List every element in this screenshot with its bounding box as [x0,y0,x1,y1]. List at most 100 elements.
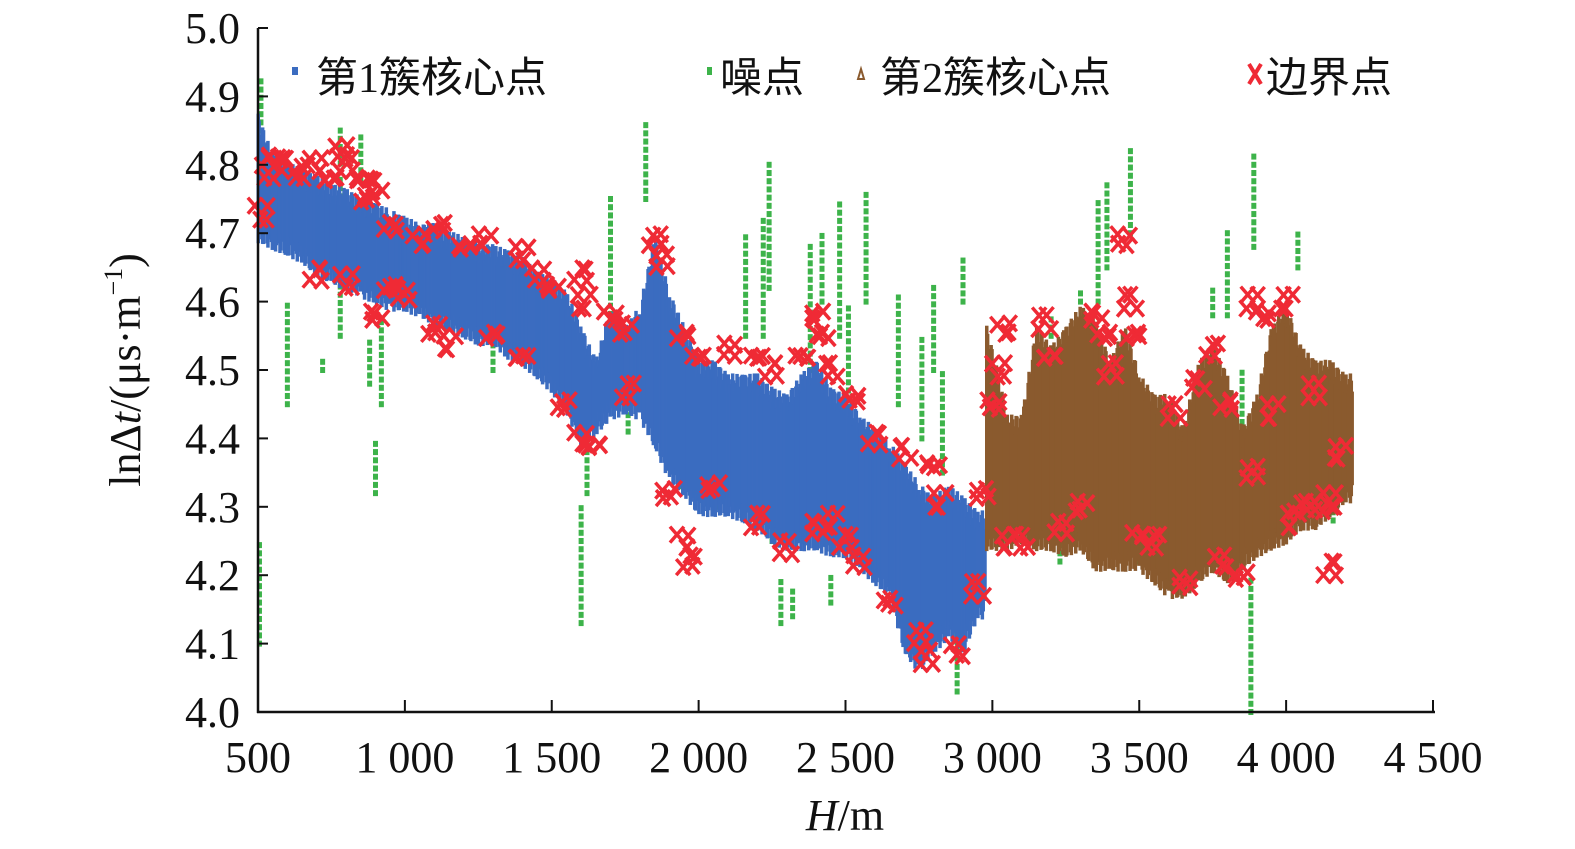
noise-point [625,428,631,435]
noise-point [919,345,925,352]
noise-point [863,241,869,248]
noise-point [284,343,290,350]
noise-point [1248,618,1254,625]
noise-point [845,305,851,312]
boundary-point [1046,523,1063,542]
noise-point [766,243,772,250]
boundary-point [485,323,503,342]
noise-point [608,228,613,235]
noise-point [358,167,364,174]
noise-point [1095,257,1101,264]
boundary-point [1275,285,1292,305]
noise-point [284,335,290,342]
noise-point [1095,282,1101,289]
noise-point [1295,247,1301,254]
noise-point [1248,602,1254,609]
boundary-point [995,538,1012,557]
noise-point [358,159,364,166]
boundary-point [1260,408,1278,428]
noise-point [1078,290,1083,297]
noise-point [743,275,749,282]
boundary-point [388,221,405,240]
legend-label-cluster2: 第2簇核心点 [880,55,1111,102]
noise-point [578,521,584,528]
noise-point [1224,230,1230,237]
boundary-point [979,391,996,410]
noise-point [1251,161,1257,168]
noise-point [608,269,613,276]
boundary-point [1121,226,1139,245]
noise-point [256,624,262,631]
axis-ticks: 500 1 000 1 500 2 000 2 500 3 000 3 500 4 000 4 … [185,4,1483,782]
noise-point [807,252,813,259]
boundary-point [1326,497,1343,516]
boundary-point [246,196,264,215]
noise-point [837,308,843,315]
noise-point [1248,700,1254,707]
noise-point [1057,558,1063,565]
noise-point [1095,298,1101,305]
noise-point [1239,394,1245,401]
boundary-point [274,148,292,168]
boundary-point [929,497,947,517]
noise-point [837,324,843,331]
noise-point [1224,238,1230,245]
noise-point [760,332,766,339]
noise-point [1251,211,1257,218]
noise-point [373,449,378,456]
noise-point [919,377,925,384]
noise-point [258,86,264,93]
boundary-point [950,635,967,654]
noise-point [258,94,264,101]
noise-point [337,316,343,323]
noise-point [367,372,373,379]
noise-point [863,265,869,272]
noise-point [743,283,749,290]
boundary-point [616,323,634,342]
noise-point [919,386,925,393]
noise-point [863,249,869,256]
noise-point [1295,256,1301,263]
noise-point [578,505,584,512]
noise-point [919,402,925,409]
noise-point [1104,231,1110,238]
boundary-point [582,285,599,304]
noise-point [643,138,649,145]
noise-point [378,319,384,326]
noise-point [1048,332,1054,339]
noise-point [895,327,901,334]
noise-point [1248,635,1254,642]
noise-point [256,558,262,565]
y-tick-label: 4.9 [185,72,240,121]
noise-point [258,119,264,126]
noise-point [1127,221,1133,228]
noise-point [778,579,784,586]
noise-point [743,324,749,331]
x-tick-label: 1 000 [355,733,454,782]
noise-point [819,241,825,248]
boundary-point [1159,408,1177,428]
noise-point [931,350,937,357]
noise-point [790,588,796,595]
noise-point [337,127,343,134]
boundary-point [1071,500,1089,519]
noise-point [1095,265,1101,272]
boundary-point [625,374,643,393]
noise-point [373,440,378,447]
noise-point [367,339,373,346]
noise-point [819,249,825,256]
boundary-point [748,504,766,523]
noise-point [256,550,262,557]
noise-point [837,250,843,257]
noise-point [256,542,262,549]
noise-point [837,242,843,249]
noise-point [1127,164,1133,171]
boundary-point [841,390,858,410]
noise-point [766,211,772,218]
noise-point [1295,231,1301,238]
boundary-point [700,481,717,500]
noise-point [895,401,901,408]
boundary-point [893,436,911,455]
noise-point [931,317,937,324]
noise-point [807,301,813,308]
